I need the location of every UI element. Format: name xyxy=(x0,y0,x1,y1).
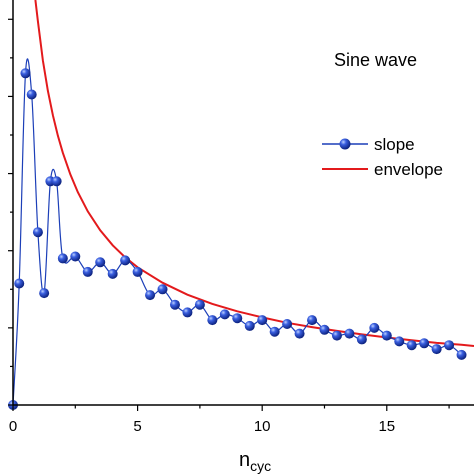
slope-point xyxy=(207,315,218,326)
series-layer xyxy=(8,0,474,410)
envelope-line xyxy=(34,0,474,347)
slope-point xyxy=(307,315,318,326)
slope-point xyxy=(381,330,392,341)
slope-point xyxy=(257,315,268,326)
slope-point xyxy=(406,340,417,351)
x-axis-title: ncyc xyxy=(239,449,271,474)
slope-point xyxy=(182,307,193,318)
slope-point xyxy=(157,284,168,295)
x-tick-label: 15 xyxy=(378,418,395,435)
slope-point xyxy=(282,319,293,329)
x-tick-label: 10 xyxy=(254,418,271,435)
slope-point xyxy=(132,266,143,277)
slope-point xyxy=(294,328,305,339)
legend-slope-label: slope xyxy=(374,135,415,154)
slope-point xyxy=(70,251,81,262)
legend: slope envelope xyxy=(322,135,443,179)
slope-point xyxy=(169,299,180,310)
slope-point xyxy=(51,176,62,187)
legend-slope-marker xyxy=(339,138,351,150)
slope-point xyxy=(39,288,50,299)
x-tick-label: 0 xyxy=(9,418,17,435)
slope-point xyxy=(145,290,156,301)
slope-point xyxy=(356,334,367,345)
slope-point xyxy=(369,322,380,333)
slope-point xyxy=(319,324,330,335)
x-axis-title-main: n xyxy=(239,449,250,471)
x-axis-title-subscript: cyc xyxy=(250,458,271,474)
slope-point xyxy=(32,227,43,238)
slope-point xyxy=(232,313,243,324)
chart-title: Sine wave xyxy=(334,50,417,70)
slope-point xyxy=(394,336,405,347)
slope-point xyxy=(194,299,205,310)
slope-point xyxy=(26,89,37,100)
slope-point xyxy=(344,328,355,339)
legend-envelope-label: envelope xyxy=(374,160,443,179)
slope-point xyxy=(20,68,31,79)
slope-point xyxy=(244,320,255,331)
slope-point xyxy=(57,253,68,264)
slope-point xyxy=(269,326,280,337)
slope-point xyxy=(14,278,25,289)
slope-point xyxy=(331,330,342,341)
slope-point xyxy=(107,268,118,279)
slope-point xyxy=(431,344,442,355)
axes: 0 5 10 15 xyxy=(8,0,474,435)
slope-line xyxy=(13,58,462,405)
slope-point xyxy=(456,349,467,360)
slope-point xyxy=(82,266,93,277)
slope-point xyxy=(419,338,430,349)
slope-point xyxy=(444,340,455,351)
x-tick-label: 5 xyxy=(133,418,141,435)
slope-point xyxy=(219,309,230,320)
slope-point xyxy=(95,257,106,268)
slope-point xyxy=(120,255,131,266)
